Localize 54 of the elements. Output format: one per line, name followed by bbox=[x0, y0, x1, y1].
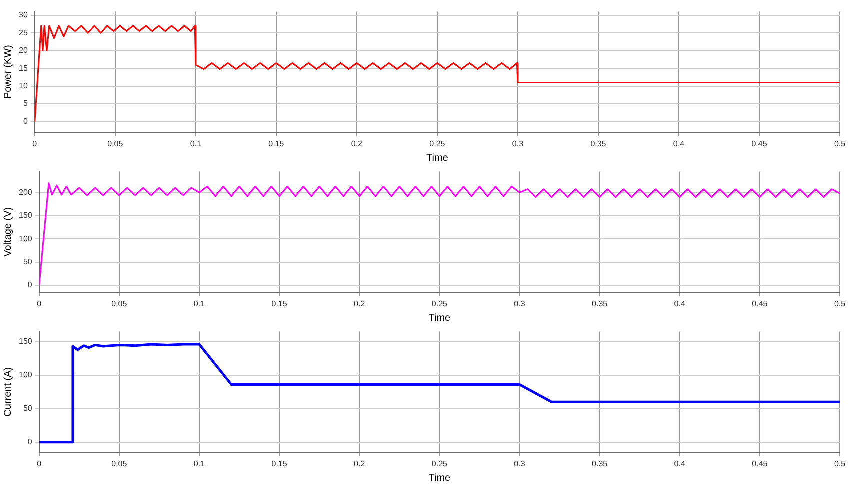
y-tick-label: 5 bbox=[23, 99, 28, 108]
x-tick-label: 0.15 bbox=[272, 299, 288, 308]
y-tick-label: 0 bbox=[28, 438, 33, 447]
x-tick-label: 0.25 bbox=[432, 299, 448, 308]
x-tick-label: 0.3 bbox=[512, 139, 524, 148]
x-tick-label: 0.35 bbox=[592, 299, 608, 308]
x-tick-label: 0.1 bbox=[194, 459, 206, 468]
y-tick-label: 50 bbox=[23, 404, 33, 414]
x-tick-label: 0.3 bbox=[514, 299, 526, 308]
x-tick-label: 0.5 bbox=[834, 299, 846, 308]
x-axis-title: Time bbox=[428, 312, 452, 324]
y-tick-label: 25 bbox=[18, 28, 28, 38]
x-tick-label: 0.15 bbox=[268, 139, 285, 148]
x-tick-label: 0.4 bbox=[674, 299, 686, 308]
y-tick-label: 200 bbox=[18, 188, 33, 197]
y-tick-label: 0 bbox=[23, 116, 28, 126]
x-tick-label: 0.45 bbox=[752, 459, 768, 468]
y-tick-label: 30 bbox=[18, 10, 28, 20]
y-tick-label: 150 bbox=[18, 337, 33, 346]
y-axis-title: Voltage (V) bbox=[2, 207, 14, 257]
x-tick-label: 0 bbox=[37, 459, 42, 468]
x-axis-title: Time bbox=[426, 152, 449, 164]
x-tick-label: 0.5 bbox=[834, 139, 846, 148]
x-tick-label: 0.3 bbox=[514, 459, 526, 468]
y-tick-label: 10 bbox=[18, 81, 28, 90]
x-tick-label: 0.35 bbox=[590, 139, 607, 148]
x-tick-label: 0.45 bbox=[752, 139, 768, 148]
y-tick-label: 15 bbox=[18, 64, 28, 73]
x-tick-label: 0.45 bbox=[752, 299, 768, 308]
y-tick-label: 100 bbox=[18, 234, 33, 244]
x-tick-label: 0.2 bbox=[354, 459, 366, 468]
x-tick-label: 0.4 bbox=[673, 139, 686, 148]
x-tick-label: 0.2 bbox=[354, 299, 366, 308]
x-tick-label: 0.25 bbox=[430, 139, 446, 148]
y-tick-label: 100 bbox=[18, 370, 33, 380]
y-tick-label: 0 bbox=[28, 280, 33, 290]
x-axis-title: Time bbox=[428, 472, 452, 484]
x-tick-label: 0.1 bbox=[194, 299, 206, 308]
x-tick-label: 0 bbox=[37, 299, 42, 308]
x-tick-label: 0.05 bbox=[112, 299, 128, 308]
x-tick-label: 0.05 bbox=[108, 139, 124, 148]
x-tick-label: 0.05 bbox=[112, 459, 128, 468]
x-tick-label: 0.15 bbox=[272, 459, 288, 468]
x-tick-label: 0.4 bbox=[674, 459, 686, 468]
y-tick-label: 150 bbox=[18, 211, 33, 220]
x-tick-label: 0.25 bbox=[432, 459, 448, 468]
x-tick-label: 0.35 bbox=[592, 459, 608, 468]
y-axis-title: Current (A) bbox=[2, 367, 14, 417]
y-tick-label: 20 bbox=[18, 46, 28, 56]
x-tick-label: 0.5 bbox=[834, 459, 846, 468]
y-axis-title: Power (KW) bbox=[2, 45, 14, 100]
x-tick-label: 0.2 bbox=[351, 139, 364, 148]
x-tick-label: 0.1 bbox=[190, 139, 202, 148]
y-tick-label: 50 bbox=[23, 257, 33, 266]
